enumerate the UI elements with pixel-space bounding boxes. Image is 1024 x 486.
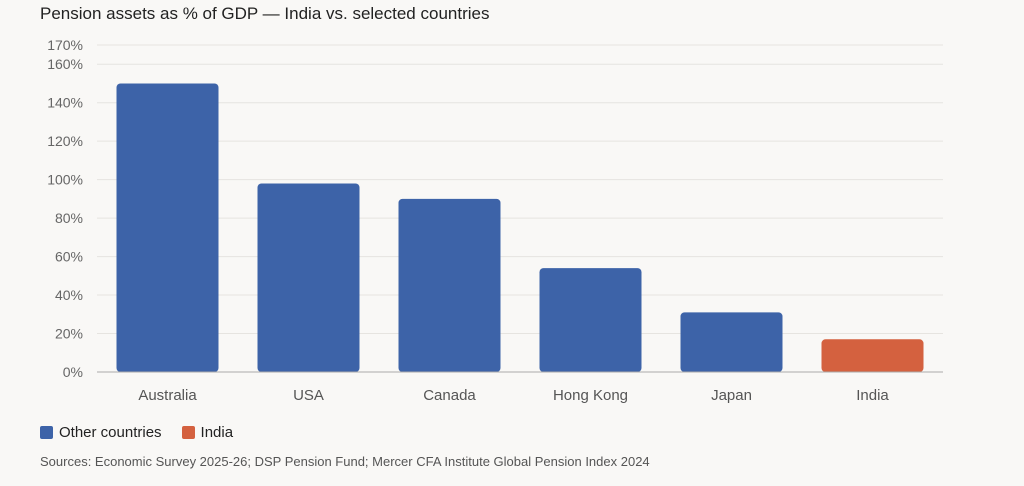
y-tick-label: 60% [55, 249, 83, 265]
x-tick-label: Canada [423, 387, 476, 404]
y-tick-label: 100% [47, 172, 83, 188]
x-tick-label: Hong Kong [553, 387, 628, 404]
legend-item-india: India [181, 424, 234, 441]
x-tick-label: USA [293, 387, 324, 404]
x-axis-labels: Australia USA Canada Hong Kong Japan India [138, 387, 889, 404]
bar-usa [257, 183, 360, 372]
y-axis-ticks: 0% 20% 40% 60% 80% 100% 120% 140% 160% 170% [47, 37, 83, 380]
x-tick-label: India [856, 387, 889, 404]
legend: Other countries India [40, 424, 233, 441]
legend-label-india: India [200, 424, 234, 441]
bar-hong-kong [539, 268, 642, 372]
y-tick-label: 160% [47, 56, 83, 72]
x-tick-label: Australia [138, 387, 197, 404]
bar-japan [680, 312, 783, 372]
legend-item-other: Other countries [40, 424, 162, 441]
chart-title: Pension assets as % of GDP — India vs. s… [40, 4, 490, 23]
bar-australia [116, 83, 219, 373]
y-tick-label: 80% [55, 210, 83, 226]
legend-swatch-india [181, 426, 195, 439]
legend-swatch-other [40, 426, 53, 439]
bar-chart: 0% 20% 40% 60% 80% 100% 120% 140% 160% 170% Austr… [47, 37, 943, 404]
y-tick-label: 0% [63, 364, 83, 380]
y-tick-label: 40% [55, 287, 83, 303]
bar-india [821, 339, 924, 372]
y-tick-label: 170% [47, 37, 83, 53]
legend-label-other: Other countries [59, 424, 162, 441]
grid-lines [97, 44, 943, 335]
bar-canada [398, 198, 501, 372]
bars [116, 83, 924, 373]
x-tick-label: Japan [711, 387, 752, 404]
y-tick-label: 120% [47, 133, 83, 149]
y-tick-label: 20% [55, 326, 83, 342]
source-note: Sources: Economic Survey 2025-26; DSP Pe… [40, 454, 650, 469]
y-tick-label: 140% [47, 95, 83, 111]
